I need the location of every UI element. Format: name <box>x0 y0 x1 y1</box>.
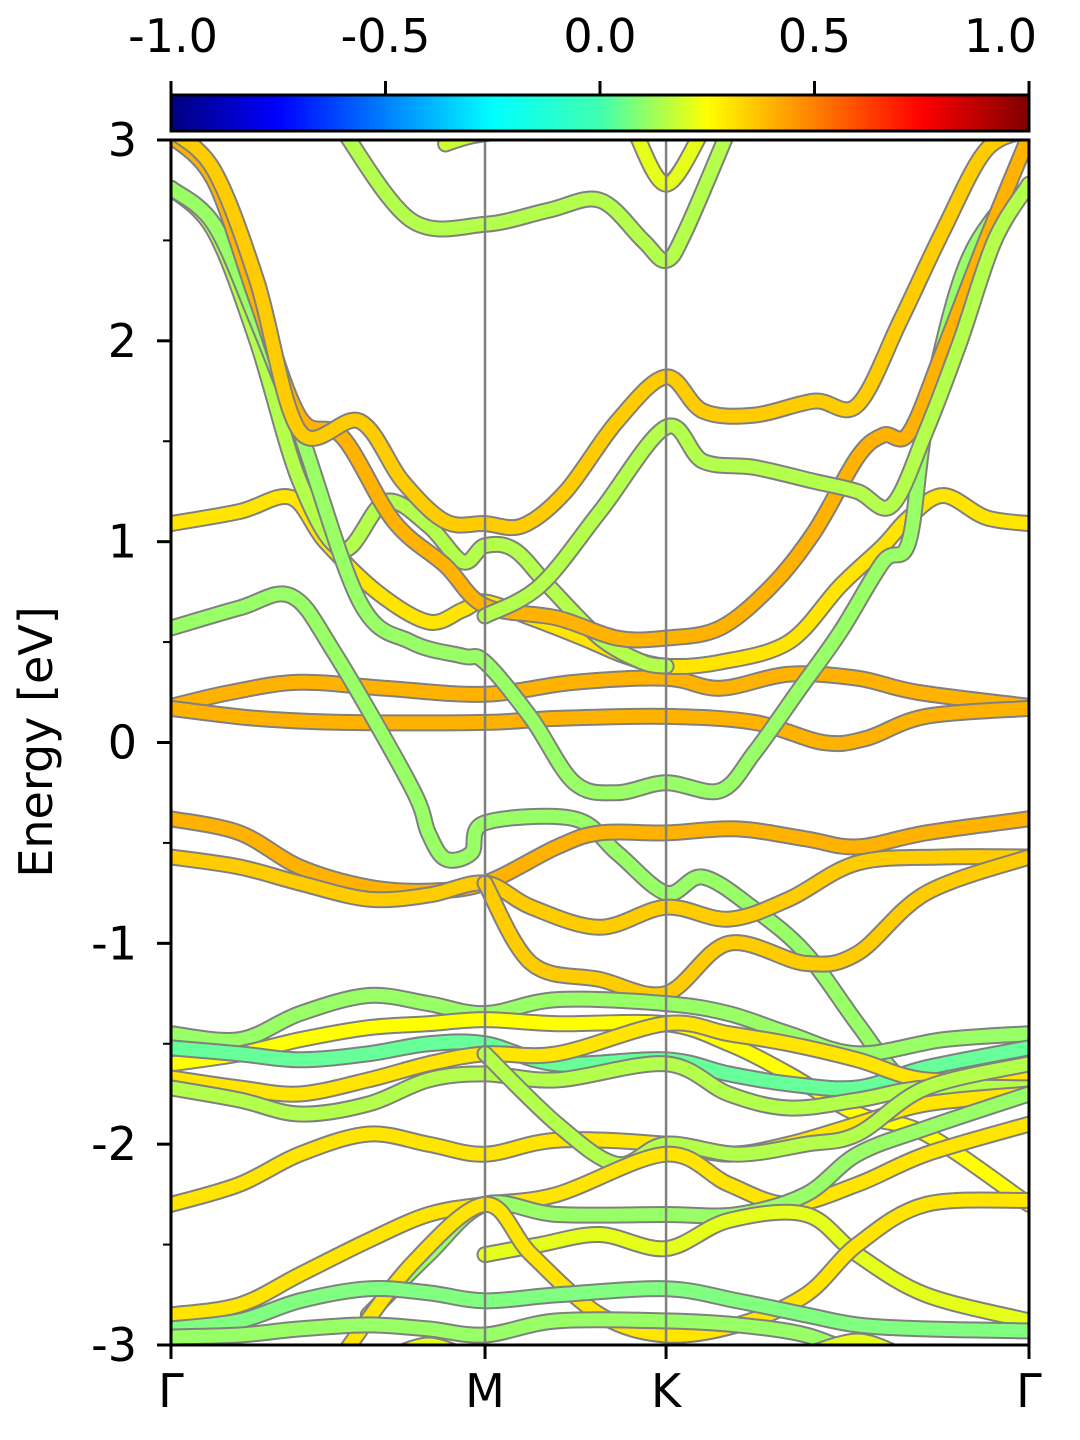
band-line-18 <box>171 1016 1029 1101</box>
band-lines <box>171 140 1029 1345</box>
band-line-17 <box>171 1035 1029 1096</box>
band-line-22 <box>171 1117 1029 1322</box>
band-outline-6 <box>171 140 1029 649</box>
colorbar-tick-label: 1.0 <box>964 9 1037 63</box>
y-tick-label: -2 <box>91 1117 137 1171</box>
band-line-12 <box>171 812 1029 898</box>
band-line-19 <box>171 1057 1029 1121</box>
x-tick-label: Γ <box>1016 1364 1042 1418</box>
y-tick-label: -3 <box>91 1318 137 1372</box>
high-symmetry-lines <box>483 140 668 1345</box>
band-line-0 <box>171 667 1029 713</box>
colorbar-gradient <box>169 93 1031 133</box>
band-line-14 <box>478 850 1029 1002</box>
x-tick-label: K <box>651 1364 683 1418</box>
band-line-10 <box>631 140 705 191</box>
y-tick-label: 1 <box>108 515 137 569</box>
colorbar-tick-label: 0.5 <box>778 9 851 63</box>
band-line-9 <box>439 140 488 151</box>
y-axis: -3 -2 -1 0 1 2 3 <box>91 113 171 1372</box>
band-line-7 <box>173 140 1017 535</box>
band-line-27 <box>171 1313 851 1345</box>
band-line-13 <box>171 850 1029 934</box>
x-tick-label: Γ <box>158 1364 184 1418</box>
band-line-29 <box>815 1334 894 1345</box>
colorbar-tick-label: -1.0 <box>128 9 218 63</box>
band-line-6 <box>171 140 1029 647</box>
band-line-21 <box>478 1047 1029 1171</box>
y-axis-label: Energy [eV] <box>9 606 63 877</box>
y-tick-label: 0 <box>108 716 137 770</box>
band-line-1 <box>171 701 1029 751</box>
band-line-26 <box>171 1281 1029 1338</box>
band-line-24 <box>478 1205 1029 1328</box>
band-line-8 <box>341 140 732 268</box>
colorbar-tick-label: -0.5 <box>341 9 431 63</box>
band-line-2 <box>171 587 1029 1098</box>
colorbar: -1.0 -0.5 0.0 0.5 1.0 <box>128 9 1037 133</box>
colorbar-ticks: -1.0 -0.5 0.0 0.5 1.0 <box>128 9 1037 95</box>
band-outline-8 <box>339 140 734 270</box>
y-tick-label: -1 <box>91 916 137 970</box>
y-tick-label: 2 <box>108 314 137 368</box>
y-tick-label: 3 <box>108 113 137 167</box>
colorbar-tick-label: 0.0 <box>563 9 636 63</box>
x-tick-label: M <box>465 1364 505 1418</box>
band-line-11 <box>478 177 1029 623</box>
